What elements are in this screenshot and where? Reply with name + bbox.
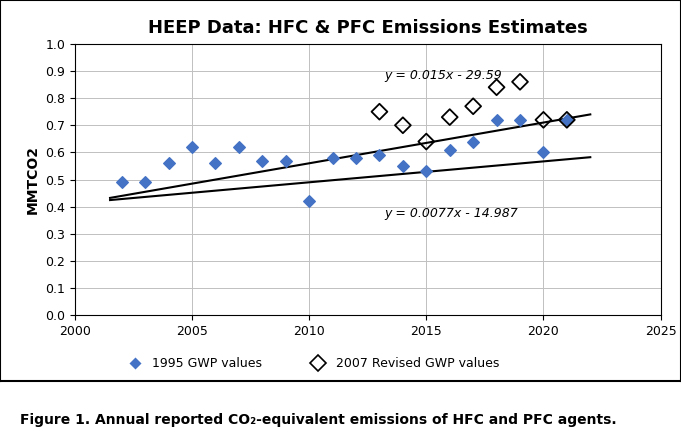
2007 Revised GWP values — [538, 117, 549, 124]
Legend: 1995 GWP values, 2007 Revised GWP values: 1995 GWP values, 2007 Revised GWP values — [122, 357, 499, 370]
1995 GWP values — [304, 198, 315, 205]
1995 GWP values — [421, 168, 432, 175]
Title: HEEP Data: HFC & PFC Emissions Estimates: HEEP Data: HFC & PFC Emissions Estimates — [148, 19, 588, 37]
2007 Revised GWP values — [491, 84, 502, 91]
2007 Revised GWP values — [398, 122, 409, 129]
1995 GWP values — [538, 149, 549, 156]
1995 GWP values — [140, 179, 151, 186]
2007 Revised GWP values — [468, 103, 479, 110]
1995 GWP values — [561, 117, 572, 124]
2007 Revised GWP values — [421, 138, 432, 145]
2007 Revised GWP values — [374, 108, 385, 115]
1995 GWP values — [116, 179, 127, 186]
1995 GWP values — [444, 146, 455, 153]
1995 GWP values — [327, 154, 338, 161]
1995 GWP values — [515, 117, 526, 124]
1995 GWP values — [210, 160, 221, 167]
Text: Figure 1. Annual reported CO₂-equivalent emissions of HFC and PFC agents.: Figure 1. Annual reported CO₂-equivalent… — [20, 413, 617, 427]
Y-axis label: MMTCO2: MMTCO2 — [26, 145, 39, 214]
1995 GWP values — [351, 154, 362, 161]
Text: y = 0.015x - 29.59: y = 0.015x - 29.59 — [384, 68, 502, 81]
2007 Revised GWP values — [561, 117, 572, 124]
1995 GWP values — [234, 144, 244, 151]
1995 GWP values — [281, 157, 291, 164]
1995 GWP values — [491, 117, 502, 124]
1995 GWP values — [257, 157, 268, 164]
2007 Revised GWP values — [515, 78, 526, 85]
Text: y = 0.0077x - 14.987: y = 0.0077x - 14.987 — [384, 207, 518, 220]
1995 GWP values — [398, 162, 409, 170]
1995 GWP values — [163, 160, 174, 167]
1995 GWP values — [187, 144, 197, 151]
1995 GWP values — [374, 152, 385, 159]
1995 GWP values — [468, 138, 479, 145]
2007 Revised GWP values — [444, 113, 455, 120]
